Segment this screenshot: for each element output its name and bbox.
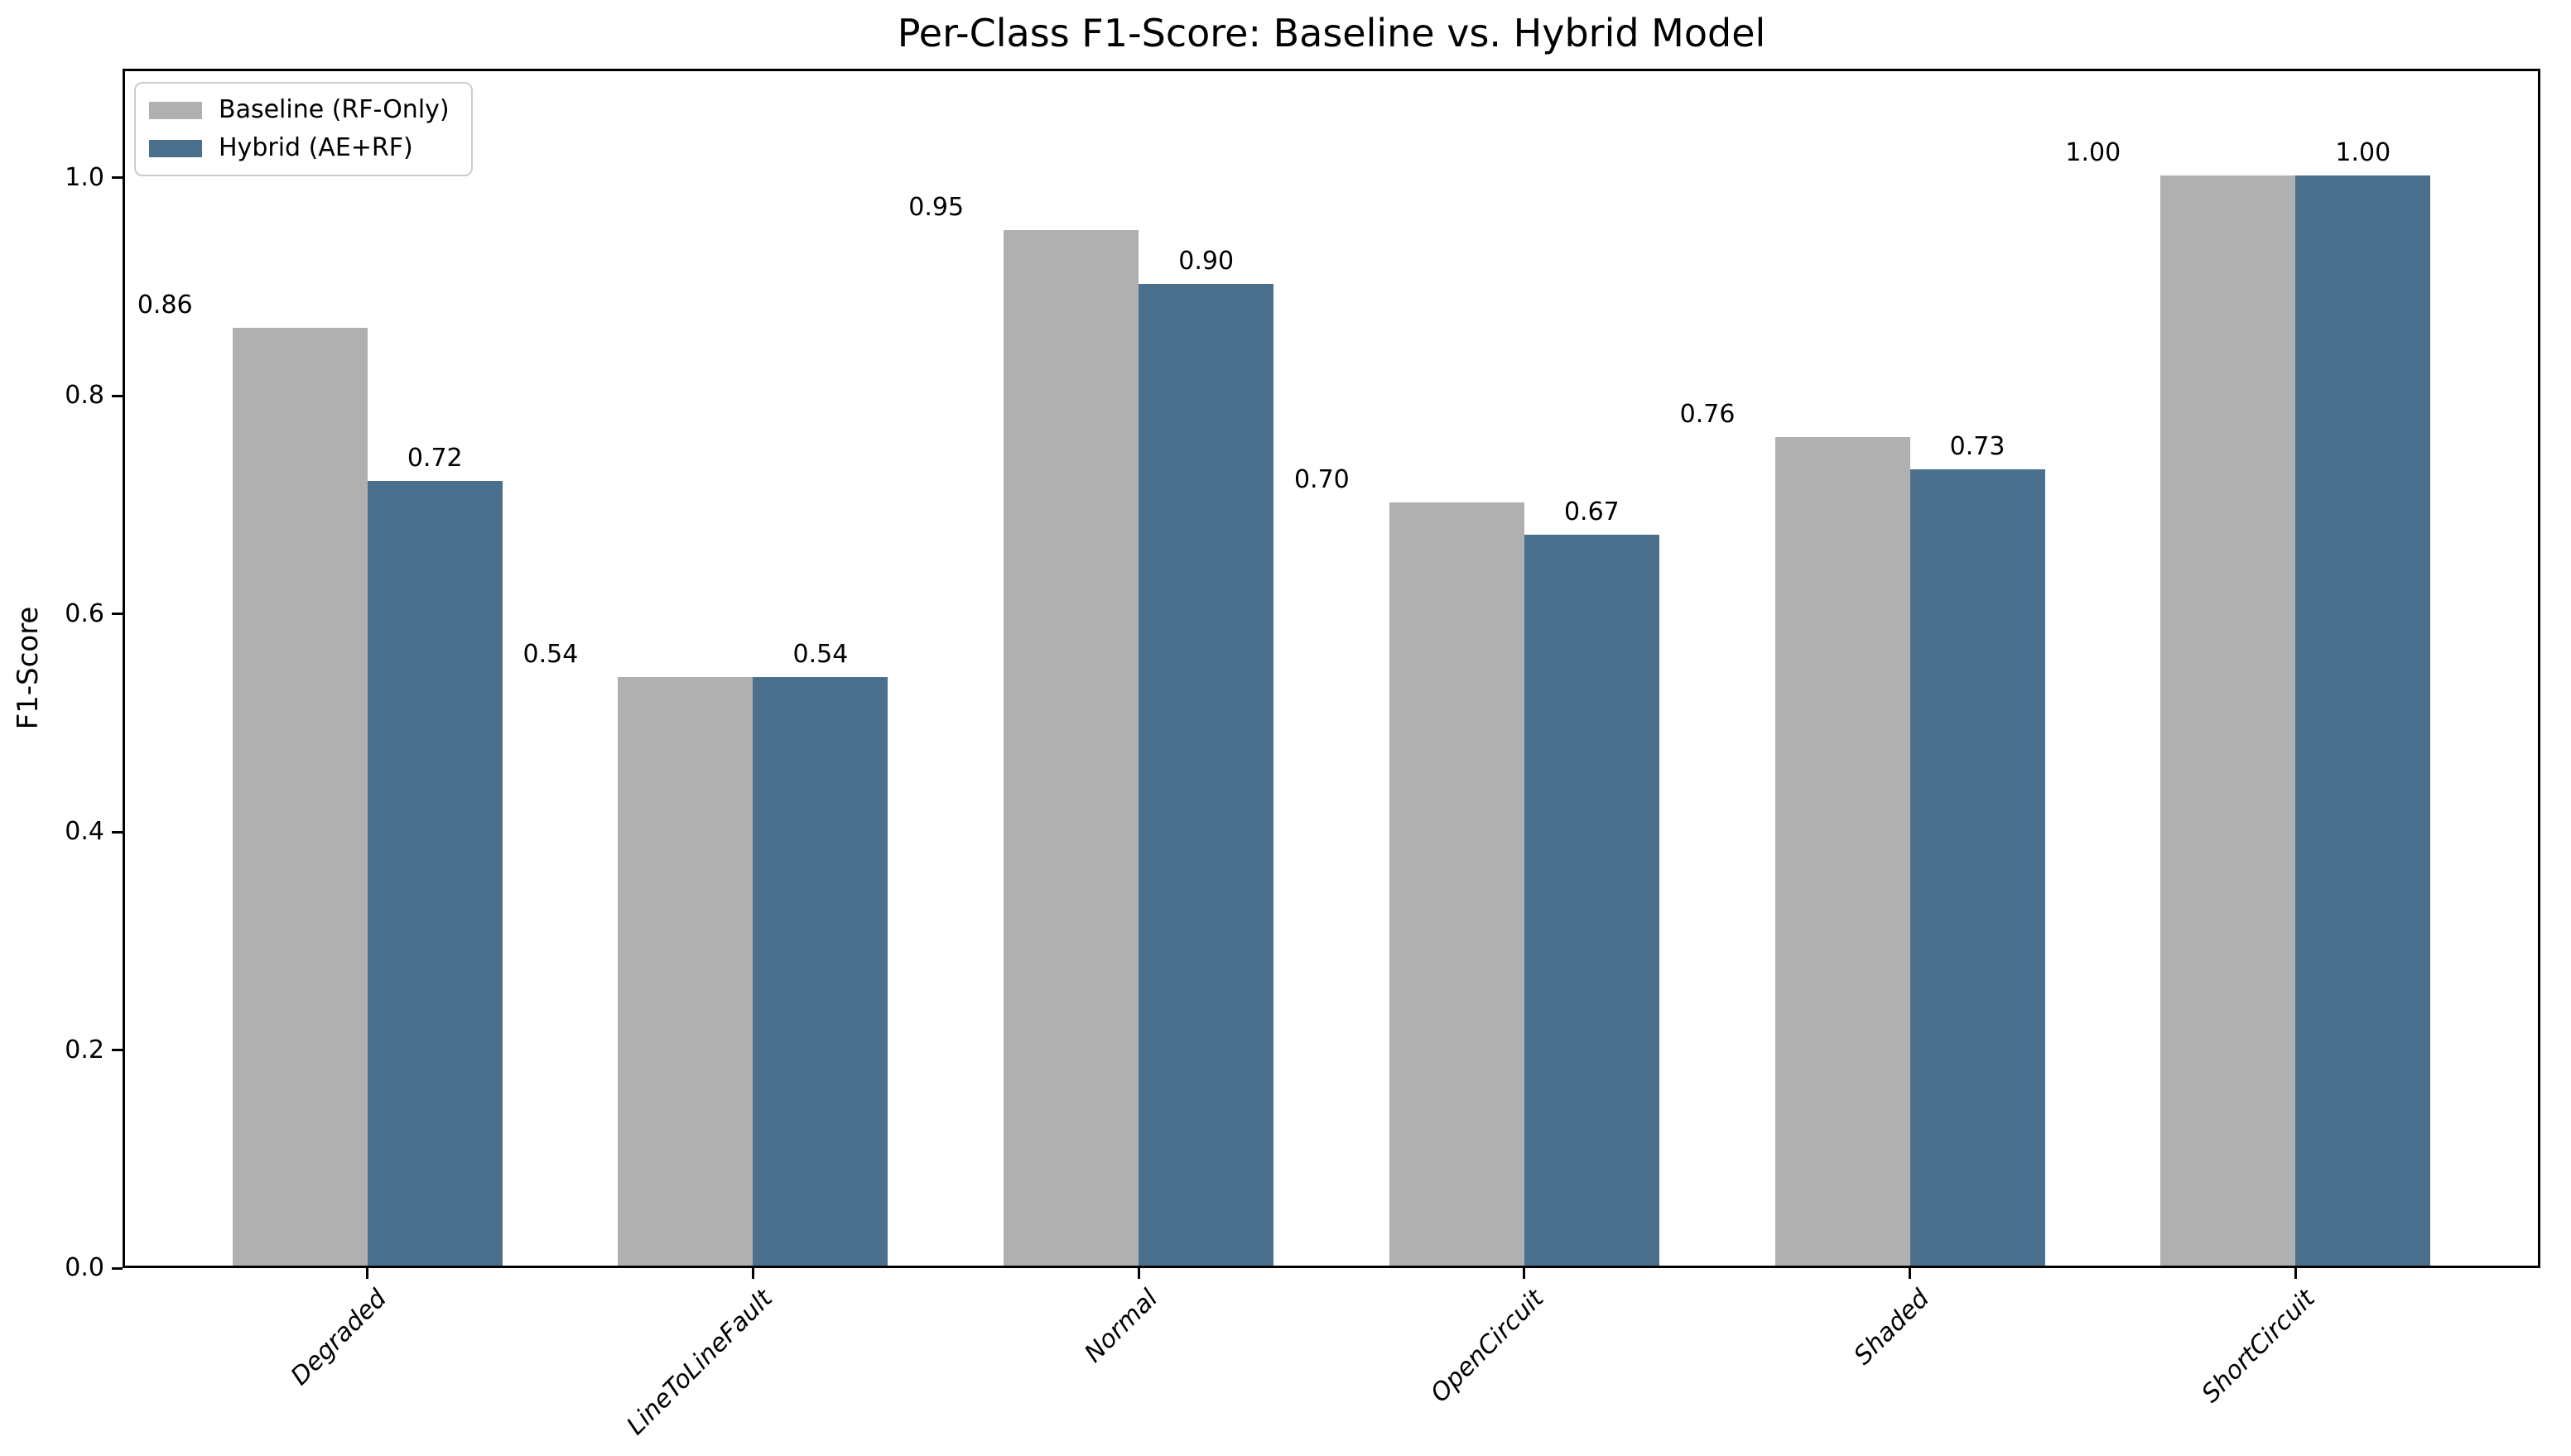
legend-label: Baseline (RF-Only) [219, 95, 450, 124]
bar-hybrid-ae-rf-opencircuit [1524, 535, 1659, 1266]
legend-item-hybrid-ae-rf: Hybrid (AE+RF) [149, 132, 450, 165]
y-axis-label: F1-Score [12, 606, 45, 730]
bar-baseline-rf-only-shortcircuit [2160, 175, 2296, 1266]
bar-value-baseline-rf-only-linetolinefault: 0.54 [522, 639, 579, 669]
legend-label: Hybrid (AE+RF) [219, 133, 413, 162]
bar-value-hybrid-ae-rf-linetolinefault: 0.54 [792, 639, 849, 669]
legend-item-baseline-rf-only: Baseline (RF-Only) [149, 94, 450, 127]
y-tick-label: 0.6 [65, 598, 104, 628]
plot-area: 0.86 0.72 0.54 0.54 0.95 0.90 0.70 0.67 0.76 0.73… [123, 69, 2540, 1268]
x-tick-label-opencircuit: OpenCircuit [1424, 1284, 1549, 1409]
bar-value-hybrid-ae-rf-normal: 0.90 [1178, 247, 1235, 276]
y-tick-mark [112, 176, 123, 180]
x-tick-label-degraded: Degraded [285, 1284, 392, 1391]
bar-baseline-rf-only-opencircuit [1389, 502, 1524, 1266]
bar-value-baseline-rf-only-opencircuit: 0.70 [1293, 464, 1350, 494]
y-tick-label: 1.0 [65, 162, 104, 192]
bar-value-hybrid-ae-rf-degraded: 0.72 [407, 443, 463, 473]
x-tick-mark [1909, 1268, 1912, 1279]
bar-value-baseline-rf-only-shortcircuit: 1.00 [2065, 137, 2121, 167]
x-tick-label-linetolinefault: LineToLineFault [621, 1284, 778, 1441]
chart-title: Per-Class F1-Score: Baseline vs. Hybrid … [897, 11, 1766, 55]
bar-hybrid-ae-rf-shaded [1909, 469, 2045, 1266]
bar-value-hybrid-ae-rf-opencircuit: 0.67 [1563, 497, 1620, 527]
x-tick-mark [1523, 1268, 1526, 1279]
x-tick-mark [2294, 1268, 2297, 1279]
bar-baseline-rf-only-linetolinefault [618, 676, 753, 1266]
bar-baseline-rf-only-degraded [232, 328, 368, 1266]
y-tick-label: 0.4 [65, 817, 104, 847]
bar-hybrid-ae-rf-linetolinefault [753, 676, 888, 1266]
x-tick-mark [1137, 1268, 1140, 1279]
bar-hybrid-ae-rf-normal [1139, 284, 1274, 1266]
bar-value-baseline-rf-only-shaded: 0.76 [1679, 399, 1736, 429]
x-tick-label-shortcircuit: ShortCircuit [2195, 1284, 2321, 1409]
bar-value-hybrid-ae-rf-shaded: 0.73 [1949, 432, 2005, 462]
bar-hybrid-ae-rf-shortcircuit [2295, 175, 2431, 1266]
y-tick-label: 0.8 [65, 381, 104, 411]
bar-value-hybrid-ae-rf-shortcircuit: 1.00 [2335, 137, 2391, 167]
y-tick-mark [112, 830, 123, 834]
bar-value-baseline-rf-only-degraded: 0.86 [137, 291, 193, 320]
y-tick-mark [112, 613, 123, 616]
legend-swatch-hybrid-ae-rf [149, 139, 202, 157]
y-tick-mark [112, 1049, 123, 1052]
y-tick-label: 0.2 [65, 1035, 104, 1064]
y-tick-mark [112, 394, 123, 397]
legend: Baseline (RF-Only) Hybrid (AE+RF) [134, 82, 473, 176]
x-tick-label-normal: Normal [1079, 1284, 1164, 1369]
bar-hybrid-ae-rf-degraded [367, 480, 503, 1266]
bar-baseline-rf-only-normal [1004, 229, 1139, 1266]
legend-swatch-baseline-rf-only [149, 101, 202, 119]
y-tick-label: 0.0 [65, 1253, 104, 1282]
x-tick-mark [751, 1268, 754, 1279]
bar-value-baseline-rf-only-normal: 0.95 [908, 192, 965, 222]
x-tick-mark [366, 1268, 369, 1279]
bar-baseline-rf-only-shaded [1774, 436, 1910, 1266]
y-tick-mark [112, 1266, 123, 1270]
x-tick-label-shaded: Shaded [1847, 1284, 1935, 1371]
